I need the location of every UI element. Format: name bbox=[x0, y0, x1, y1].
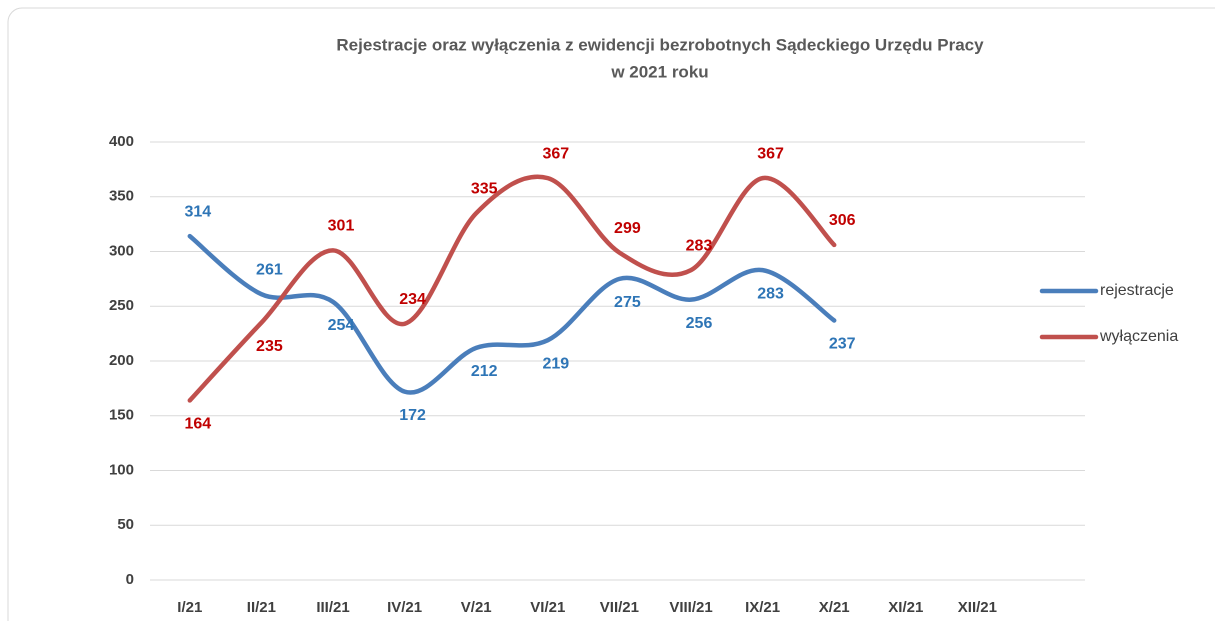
y-tick-label: 350 bbox=[109, 188, 134, 205]
y-tick-label: 0 bbox=[126, 571, 134, 588]
y-tick-label: 150 bbox=[109, 407, 134, 424]
data-label: 172 bbox=[399, 407, 426, 424]
data-label: 235 bbox=[256, 338, 283, 355]
data-label: 306 bbox=[829, 212, 856, 229]
data-label: 256 bbox=[686, 315, 713, 332]
data-label: 212 bbox=[471, 363, 498, 380]
y-tick-label: 250 bbox=[109, 297, 134, 314]
data-label: 299 bbox=[614, 220, 641, 237]
data-label: 367 bbox=[542, 145, 569, 162]
x-tick-label: IV/21 bbox=[387, 599, 422, 616]
data-label: 234 bbox=[399, 291, 426, 308]
data-label: 164 bbox=[184, 416, 211, 433]
data-label: 275 bbox=[614, 294, 641, 311]
data-label: 219 bbox=[542, 355, 569, 372]
data-label: 283 bbox=[686, 237, 713, 254]
series-line bbox=[187, 174, 837, 403]
x-tick-label: II/21 bbox=[247, 599, 276, 616]
x-tick-label: X/21 bbox=[819, 599, 850, 616]
data-label: 254 bbox=[328, 317, 355, 334]
data-label: 314 bbox=[184, 203, 211, 220]
x-tick-label: VIII/21 bbox=[669, 599, 712, 616]
x-tick-label: XII/21 bbox=[958, 599, 997, 616]
x-tick-label: V/21 bbox=[461, 599, 492, 616]
chart-frame bbox=[7, 7, 1215, 621]
y-tick-label: 100 bbox=[109, 461, 134, 478]
y-tick-label: 200 bbox=[109, 352, 134, 369]
data-label: 283 bbox=[757, 285, 784, 302]
series-line bbox=[187, 233, 837, 395]
x-tick-label: IX/21 bbox=[745, 599, 780, 616]
y-tick-label: 300 bbox=[109, 242, 134, 259]
chart-title: Rejestracje oraz wyłączenia z ewidencji … bbox=[336, 35, 984, 54]
x-tick-label: VII/21 bbox=[600, 599, 639, 616]
data-label: 301 bbox=[328, 218, 355, 235]
x-tick-label: III/21 bbox=[316, 599, 349, 616]
data-label: 367 bbox=[757, 145, 784, 162]
y-tick-label: 50 bbox=[117, 516, 134, 533]
y-tick-label: 400 bbox=[109, 133, 134, 150]
data-label: 335 bbox=[471, 180, 498, 197]
chart-title: w 2021 roku bbox=[610, 62, 708, 81]
data-label: 237 bbox=[829, 336, 856, 353]
legend-label: rejestracje bbox=[1100, 282, 1174, 299]
x-tick-label: XI/21 bbox=[888, 599, 923, 616]
data-label: 261 bbox=[256, 261, 283, 278]
legend-label: wyłączenia bbox=[1099, 328, 1178, 345]
x-tick-label: VI/21 bbox=[530, 599, 565, 616]
x-tick-label: I/21 bbox=[177, 599, 202, 616]
